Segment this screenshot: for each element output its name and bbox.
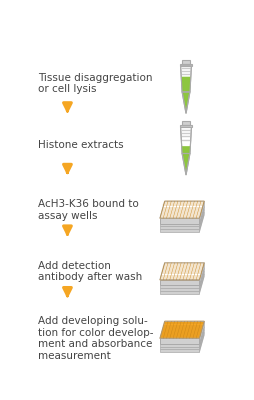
Bar xyxy=(182,60,189,64)
Polygon shape xyxy=(159,224,199,226)
Polygon shape xyxy=(199,210,203,229)
Polygon shape xyxy=(159,338,199,344)
Polygon shape xyxy=(159,291,199,294)
Polygon shape xyxy=(199,212,203,232)
Bar xyxy=(179,125,192,127)
Polygon shape xyxy=(199,327,203,347)
Polygon shape xyxy=(181,154,189,175)
Polygon shape xyxy=(180,127,191,154)
Polygon shape xyxy=(159,229,199,232)
Polygon shape xyxy=(159,344,199,347)
Polygon shape xyxy=(180,66,191,92)
Polygon shape xyxy=(199,330,203,349)
Polygon shape xyxy=(159,201,203,218)
Polygon shape xyxy=(159,349,199,352)
Polygon shape xyxy=(181,77,190,92)
Polygon shape xyxy=(199,207,203,226)
Text: Add developing solu-
tion for color develop-
ment and absorbance
measurement: Add developing solu- tion for color deve… xyxy=(38,316,153,361)
Polygon shape xyxy=(159,218,199,224)
Polygon shape xyxy=(199,321,203,344)
Text: Histone extracts: Histone extracts xyxy=(38,140,123,150)
Polygon shape xyxy=(181,92,189,114)
Polygon shape xyxy=(159,226,199,229)
Polygon shape xyxy=(159,347,199,349)
Polygon shape xyxy=(199,201,203,224)
Bar xyxy=(179,64,192,66)
Polygon shape xyxy=(199,332,203,352)
Polygon shape xyxy=(159,280,199,285)
Polygon shape xyxy=(159,288,199,291)
Text: Add detection
antibody after wash: Add detection antibody after wash xyxy=(38,260,141,282)
Polygon shape xyxy=(159,263,203,280)
Polygon shape xyxy=(199,274,203,294)
Text: AcH3-K36 bound to
assay wells: AcH3-K36 bound to assay wells xyxy=(38,199,138,220)
Polygon shape xyxy=(199,263,203,285)
Polygon shape xyxy=(199,271,203,291)
Text: Tissue disaggregation
or cell lysis: Tissue disaggregation or cell lysis xyxy=(38,73,152,94)
Polygon shape xyxy=(159,321,203,338)
Polygon shape xyxy=(199,268,203,288)
Polygon shape xyxy=(159,285,199,288)
Bar xyxy=(182,122,189,125)
Polygon shape xyxy=(181,146,190,154)
